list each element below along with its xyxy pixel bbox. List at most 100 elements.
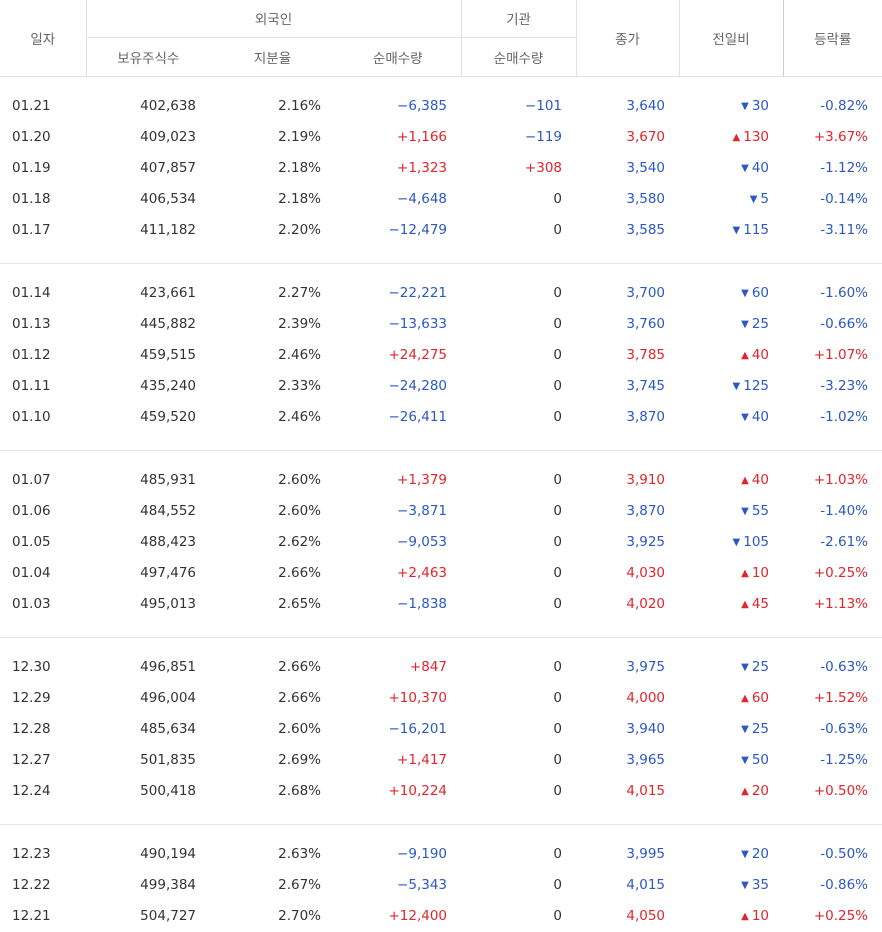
change-cell: ▲ 45 (679, 589, 783, 620)
inst-net-cell: 0 (553, 565, 563, 581)
triangle-down-icon: ▼ (732, 537, 741, 548)
inst-net-cell: 0 (553, 783, 563, 799)
rate-cell: -0.82% (820, 98, 869, 114)
close-cell: 3,745 (626, 378, 666, 394)
change-value: 25 (751, 721, 770, 737)
close-cell: 4,020 (626, 596, 666, 612)
change-value: 40 (751, 409, 770, 425)
close-cell: 3,540 (626, 160, 666, 176)
ratio-cell: 2.60% (278, 503, 321, 519)
holdings-cell: 445,882 (140, 316, 196, 332)
change-value: 40 (751, 472, 770, 488)
table-row: 01.11 435,240 2.33% −24,280 0 3,745 ▼ 125 -3.23% (0, 371, 882, 402)
holdings-cell: 407,857 (140, 160, 196, 176)
rate-cell: +1.52% (813, 690, 869, 706)
inst-net-cell: 0 (553, 347, 563, 363)
inst-net-cell: 0 (553, 409, 563, 425)
ratio-cell: 2.27% (278, 285, 321, 301)
foreign-net-cell: +1,166 (397, 129, 448, 145)
table-row: 12.21 504,727 2.70% +12,400 0 4,050 ▲ 10 +0.25% (0, 901, 882, 932)
date-cell: 12.22 (12, 877, 51, 893)
ratio-cell: 2.60% (278, 721, 321, 737)
date-cell: 12.27 (12, 752, 51, 768)
table-row: 01.04 497,476 2.66% +2,463 0 4,030 ▲ 10 +0.25% (0, 558, 882, 589)
foreign-net-cell: +847 (409, 659, 448, 675)
date-cell: 01.14 (12, 285, 51, 301)
rate-cell: -0.63% (820, 721, 869, 737)
triangle-down-icon: ▼ (732, 381, 741, 392)
change-cell: ▲ 60 (679, 683, 783, 714)
change-value: 130 (743, 129, 770, 145)
close-cell: 4,050 (626, 908, 666, 924)
rate-cell: -0.50% (820, 846, 869, 862)
ratio-cell: 2.70% (278, 908, 321, 924)
ratio-cell: 2.18% (278, 160, 321, 176)
inst-net-cell: 0 (553, 846, 563, 862)
foreign-net-cell: −13,633 (388, 316, 448, 332)
change-cell: ▼ 125 (679, 371, 783, 402)
rate-cell: -1.12% (820, 160, 869, 176)
rate-cell: -3.23% (820, 378, 869, 394)
triangle-up-icon: ▲ (741, 693, 749, 704)
ratio-cell: 2.33% (278, 378, 321, 394)
date-cell: 01.03 (12, 596, 51, 612)
change-cell: ▼ 25 (679, 309, 783, 340)
foreign-net-cell: +10,224 (388, 783, 448, 799)
table-row: 01.05 488,423 2.62% −9,053 0 3,925 ▼ 105 -2.61% (0, 527, 882, 558)
table-row: 12.22 499,384 2.67% −5,343 0 4,015 ▼ 35 -0.86% (0, 870, 882, 901)
ratio-cell: 2.68% (278, 783, 321, 799)
ratio-cell: 2.65% (278, 596, 321, 612)
rate-cell: -0.86% (820, 877, 869, 893)
table-row: 12.23 490,194 2.63% −9,190 0 3,995 ▼ 20 -0.50% (0, 839, 882, 870)
foreign-net-cell: −12,479 (388, 222, 448, 238)
rate-cell: +1.03% (813, 472, 869, 488)
change-cell: ▼ 50 (679, 745, 783, 776)
date-cell: 01.06 (12, 503, 51, 519)
inst-net-cell: 0 (553, 908, 563, 924)
table-row: 01.06 484,552 2.60% −3,871 0 3,870 ▼ 55 -1.40% (0, 496, 882, 527)
change-value: 25 (751, 659, 770, 675)
rate-cell: +1.07% (813, 347, 869, 363)
ratio-cell: 2.46% (278, 409, 321, 425)
holdings-cell: 402,638 (140, 98, 196, 114)
triangle-down-icon: ▼ (741, 288, 749, 299)
change-cell: ▼ 40 (679, 402, 783, 433)
group-separator (0, 619, 882, 638)
change-cell: ▲ 20 (679, 776, 783, 807)
change-cell: ▼ 115 (679, 215, 783, 246)
foreign-net-cell: +1,379 (397, 472, 448, 488)
close-cell: 3,760 (626, 316, 666, 332)
date-cell: 01.11 (12, 378, 51, 394)
close-cell: 3,580 (626, 191, 666, 207)
table-row: 01.03 495,013 2.65% −1,838 0 4,020 ▲ 45 +1.13% (0, 589, 882, 620)
change-value: 35 (751, 877, 770, 893)
holdings-cell: 409,023 (140, 129, 196, 145)
header-holdings: 보유주식수 (85, 37, 210, 77)
rate-cell: -1.02% (820, 409, 869, 425)
ratio-cell: 2.66% (278, 565, 321, 581)
ratio-cell: 2.46% (278, 347, 321, 363)
ratio-cell: 2.69% (278, 752, 321, 768)
holdings-cell: 459,520 (140, 409, 196, 425)
inst-net-cell: 0 (553, 752, 563, 768)
close-cell: 3,910 (626, 472, 666, 488)
change-value: 25 (751, 316, 770, 332)
foreign-net-cell: −26,411 (388, 409, 448, 425)
change-value: 5 (760, 191, 770, 207)
foreign-net-cell: +2,463 (397, 565, 448, 581)
change-cell: ▼ 35 (679, 870, 783, 901)
ratio-cell: 2.66% (278, 659, 321, 675)
header-institution: 기관 (460, 0, 577, 38)
rate-cell: -0.63% (820, 659, 869, 675)
inst-net-cell: 0 (553, 659, 563, 675)
header-ratio: 지분율 (210, 37, 335, 77)
table-row: 01.19 407,857 2.18% +1,323 +308 3,540 ▼ 40 -1.12… (0, 153, 882, 184)
inst-net-cell: 0 (553, 534, 563, 550)
close-cell: 4,000 (626, 690, 666, 706)
table-row: 12.24 500,418 2.68% +10,224 0 4,015 ▲ 20 +0.50% (0, 776, 882, 807)
date-cell: 01.05 (12, 534, 51, 550)
date-cell: 01.12 (12, 347, 51, 363)
ratio-cell: 2.18% (278, 191, 321, 207)
change-value: 60 (751, 285, 770, 301)
